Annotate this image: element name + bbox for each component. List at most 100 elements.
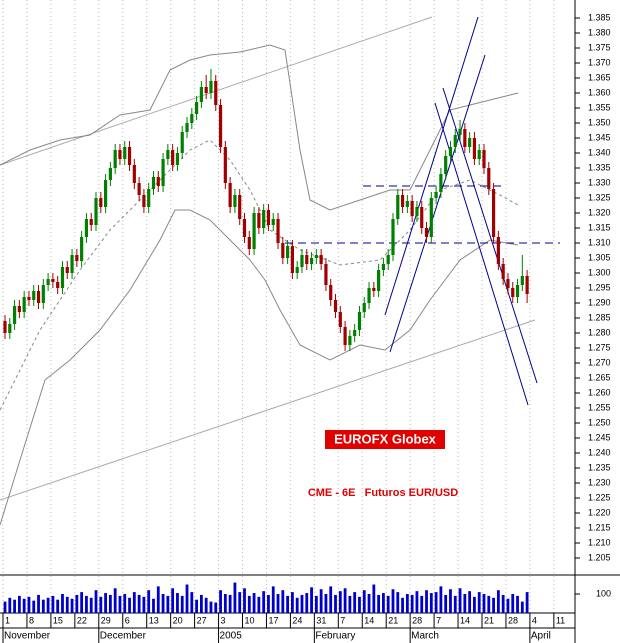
- candle-body: [429, 198, 433, 237]
- candle-body: [333, 300, 338, 312]
- x-tick-label: 22: [77, 615, 87, 625]
- volume-bar: [65, 596, 69, 613]
- y-tick-label: 1.245: [588, 432, 611, 442]
- y-tick-label: 1.270: [588, 357, 611, 367]
- candle-body: [448, 147, 453, 156]
- volume-bar: [377, 594, 381, 613]
- x-tick-label: 20: [173, 615, 183, 625]
- candle-body: [190, 114, 194, 123]
- y-tick-label: 1.340: [588, 147, 611, 157]
- y-tick-label: 1.360: [588, 87, 611, 97]
- x-tick-label: 29: [101, 615, 111, 625]
- volume-bar: [405, 594, 409, 613]
- candle-body: [262, 210, 266, 228]
- volume-bar: [75, 594, 79, 613]
- volume-bar: [108, 594, 112, 613]
- volume-bar: [147, 590, 151, 613]
- trend-line: [384, 16, 479, 316]
- x-tick-label: 7: [436, 615, 441, 625]
- candle-body: [276, 219, 280, 243]
- candle-body: [434, 192, 438, 198]
- volume-bar: [343, 588, 347, 613]
- candle-body: [305, 255, 309, 264]
- candle-body: [281, 243, 285, 258]
- volume-bar: [314, 595, 318, 613]
- candle-body: [228, 183, 232, 207]
- volume-bar: [56, 599, 60, 613]
- volume-bar: [233, 582, 237, 613]
- candle-body: [372, 288, 376, 291]
- candle-body: [511, 288, 515, 297]
- candle-body: [247, 237, 251, 249]
- volume-bar: [204, 597, 208, 613]
- volume-bar: [8, 597, 12, 613]
- annotation: EUROFX Globex: [334, 431, 437, 446]
- volume-bar: [463, 594, 467, 613]
- volume-bar: [113, 588, 117, 613]
- candle-body: [381, 264, 386, 270]
- y-tick-label: 1.320: [588, 207, 611, 217]
- candle-body: [132, 165, 136, 183]
- lower-band: [0, 209, 519, 526]
- candle-body: [468, 138, 472, 147]
- month-label: December: [100, 631, 147, 642]
- candle-body: [324, 264, 328, 285]
- volume-bar: [219, 590, 222, 613]
- volume-bar: [501, 594, 505, 613]
- x-tick-label: 8: [29, 615, 34, 625]
- candle-body: [113, 150, 117, 168]
- volume-bar: [118, 595, 122, 613]
- volume-bar: [161, 594, 165, 613]
- candle-body: [444, 156, 448, 174]
- x-tick-label: 15: [53, 615, 63, 625]
- volume-bar: [209, 601, 213, 613]
- overlays: [0, 16, 538, 526]
- x-tick-label: 28: [412, 615, 422, 625]
- volume-bar: [353, 592, 357, 613]
- x-tick-label: 3: [221, 615, 226, 625]
- volume-bar: [70, 598, 74, 613]
- volume-bar: [382, 593, 385, 613]
- candle-body: [410, 201, 414, 216]
- volume-bar: [46, 597, 50, 613]
- candle-body: [405, 201, 409, 207]
- volume-bar: [372, 584, 376, 613]
- candle-body: [99, 198, 103, 207]
- volume-bar: [228, 594, 232, 613]
- volume-bar: [348, 595, 352, 613]
- middle-band: [0, 139, 519, 411]
- volume-bar: [420, 595, 424, 613]
- volume-bar: [525, 592, 529, 613]
- volume-bar: [3, 601, 7, 613]
- volume-bar: [319, 589, 323, 613]
- y-tick-label: 1.365: [588, 72, 611, 82]
- candle-body: [343, 327, 347, 345]
- volume-bar: [262, 591, 266, 613]
- volume-bar: [410, 594, 414, 613]
- candle-body: [242, 219, 247, 237]
- candle-body: [257, 213, 261, 228]
- volume-bar: [305, 593, 309, 613]
- candle-body: [515, 285, 520, 297]
- candle-body: [195, 102, 199, 114]
- volume-bar: [41, 599, 45, 613]
- y-tick-label: 1.260: [588, 387, 611, 397]
- y-tick-label: 1.370: [588, 57, 611, 67]
- candle-body: [520, 276, 524, 285]
- trend-line: [389, 54, 486, 353]
- volume-bar: [434, 592, 438, 613]
- month-label: November: [4, 631, 51, 642]
- candle-body: [286, 246, 290, 258]
- candle-body: [89, 219, 93, 225]
- candle-body: [32, 291, 36, 300]
- volume-bar: [195, 599, 198, 613]
- y-tick-label: 1.290: [588, 297, 611, 307]
- volume-bar: [415, 591, 419, 613]
- month-label: 2005: [220, 631, 243, 642]
- candle-body: [353, 330, 357, 336]
- candle-body: [3, 321, 7, 333]
- candle-body: [137, 183, 141, 195]
- volume-bar: [429, 593, 433, 613]
- candle-body: [458, 129, 462, 135]
